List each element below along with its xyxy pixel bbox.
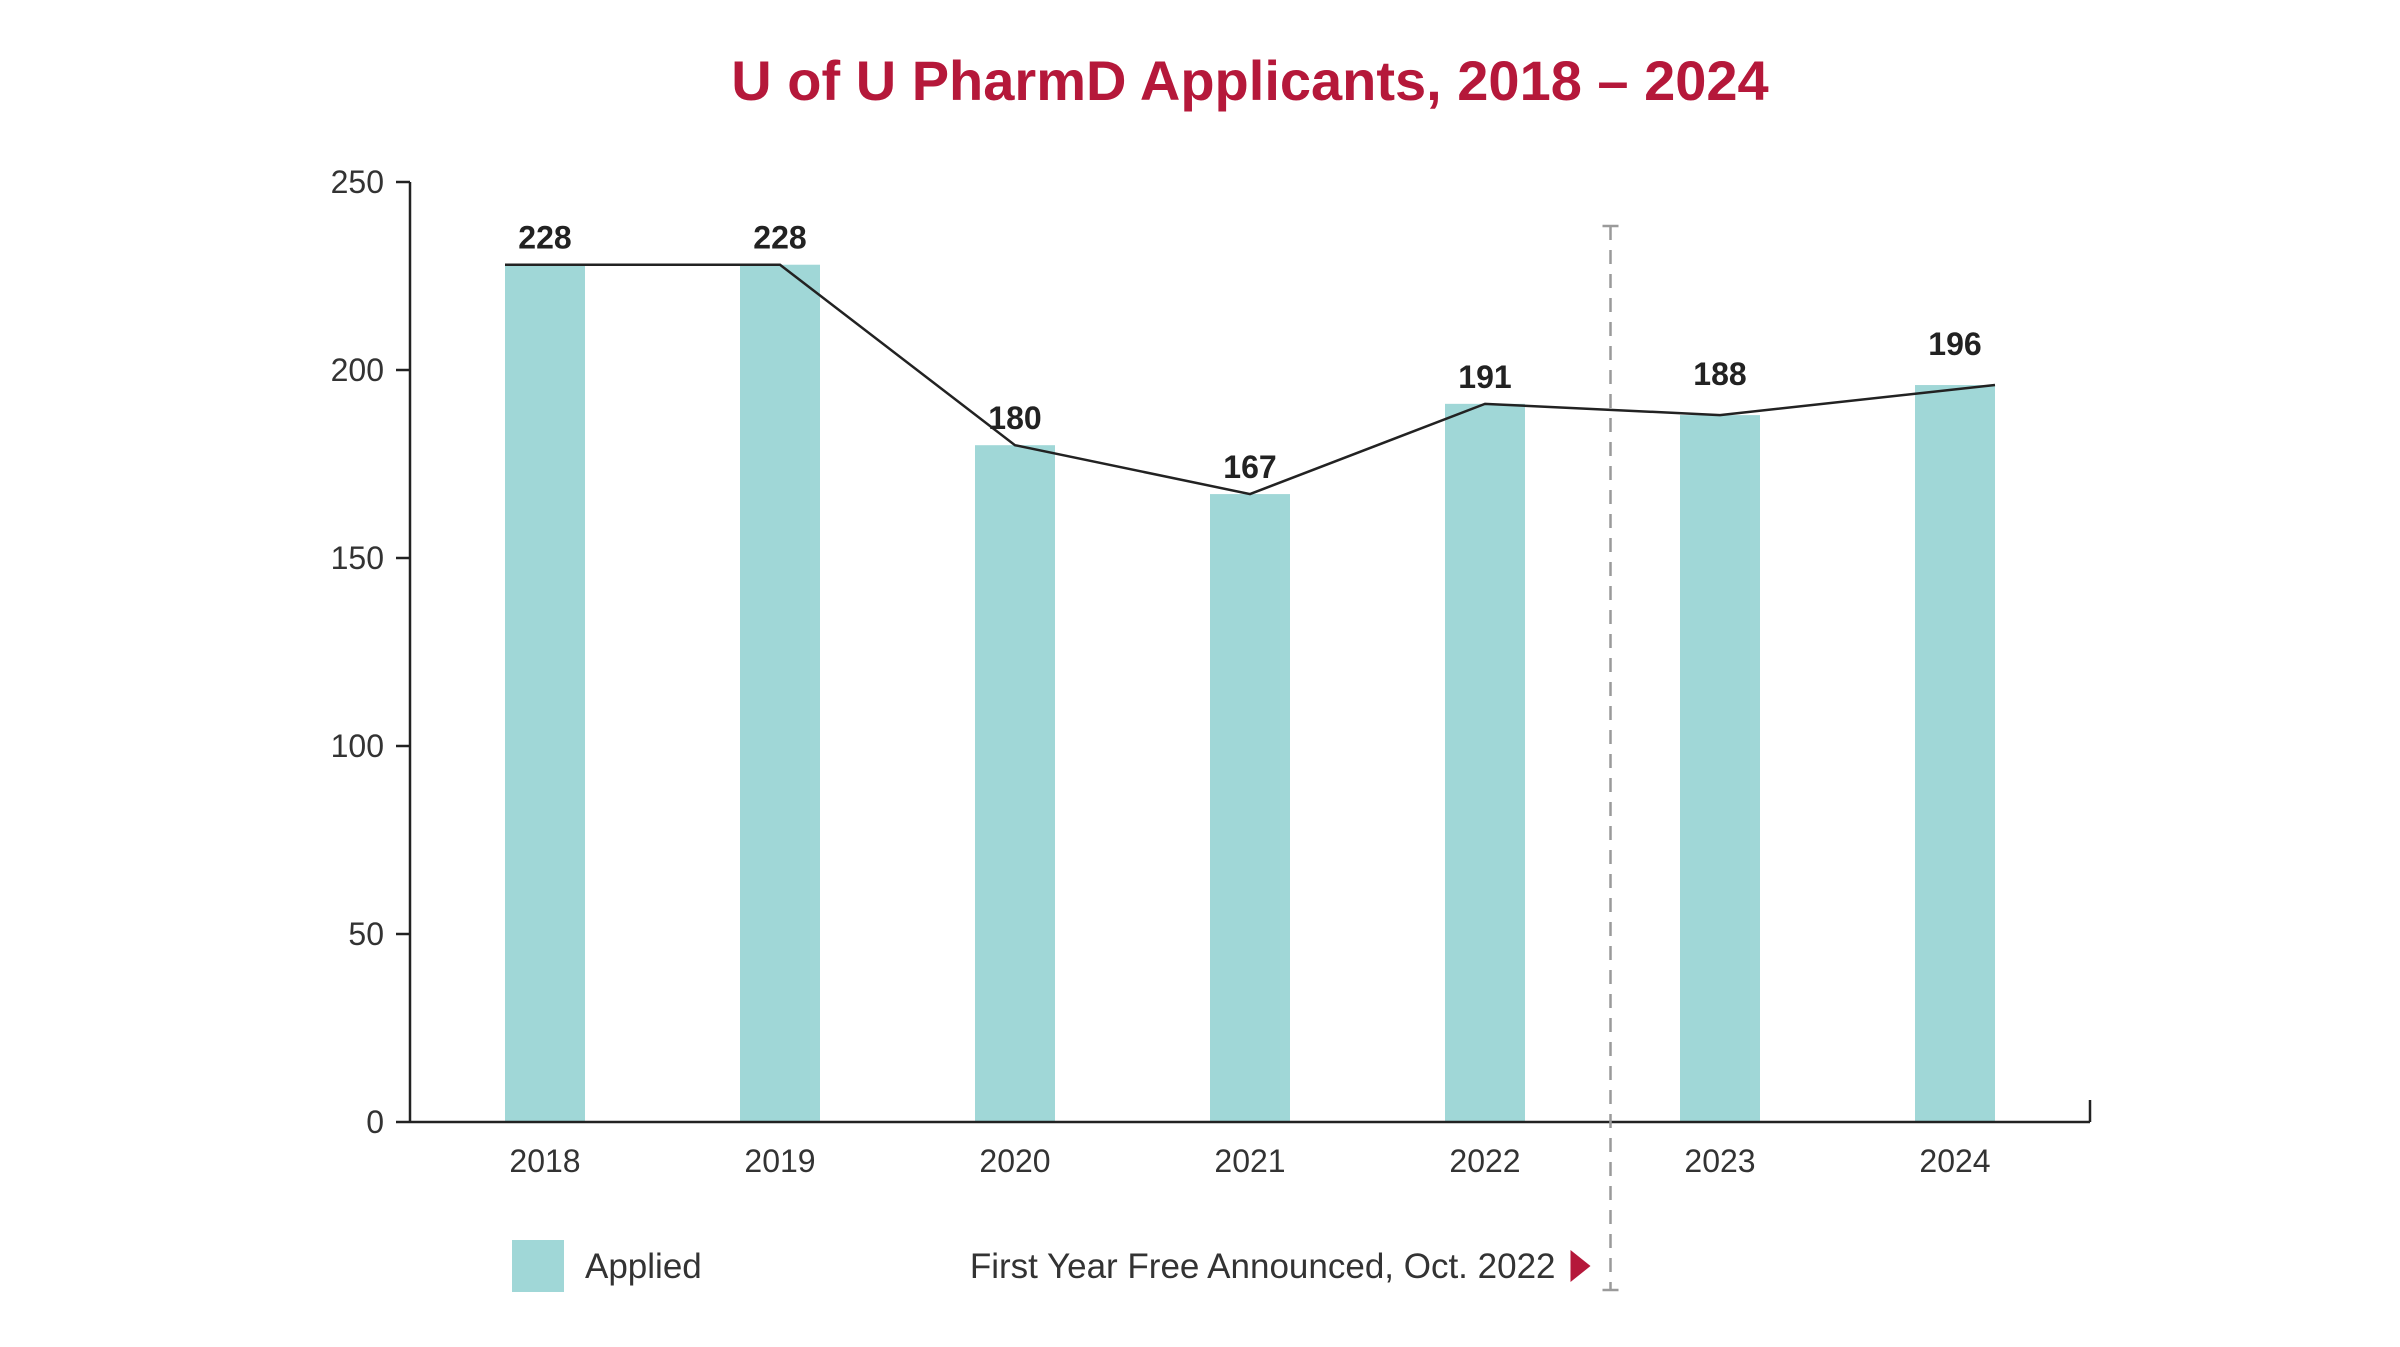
bar-2022 bbox=[1445, 403, 1525, 1123]
y-tick-label-0: 0 bbox=[366, 1104, 384, 1140]
y-tick-label-200: 200 bbox=[331, 352, 384, 388]
x-tick-label-2024: 2024 bbox=[1919, 1143, 1990, 1179]
y-tick-label-50: 50 bbox=[348, 916, 384, 952]
y-axis-ticks: 0 50 100 150 200 250 bbox=[331, 164, 410, 1140]
annotation-group: First Year Free Announced, Oct. 2022 bbox=[970, 224, 1619, 1292]
x-tick-label-2018: 2018 bbox=[509, 1143, 580, 1179]
data-label-2023: 188 bbox=[1693, 356, 1746, 392]
x-tick-label-2019: 2019 bbox=[744, 1143, 815, 1179]
x-tick-label-2022: 2022 bbox=[1449, 1143, 1520, 1179]
bar-2021 bbox=[1210, 494, 1290, 1123]
data-label-2022: 191 bbox=[1458, 359, 1511, 395]
x-axis-ticks: 2018 2019 2020 2021 2022 2023 2024 bbox=[509, 1143, 1990, 1179]
x-tick-label-2021: 2021 bbox=[1214, 1143, 1285, 1179]
x-tick-label-2023: 2023 bbox=[1684, 1143, 1755, 1179]
legend-swatch-applied bbox=[512, 1240, 564, 1292]
line-group bbox=[505, 263, 1996, 496]
y-tick-label-150: 150 bbox=[331, 540, 384, 576]
chart-title: U of U PharmD Applicants, 2018 – 2024 bbox=[731, 49, 1768, 112]
data-label-2019: 228 bbox=[753, 220, 806, 256]
bar-2020 bbox=[975, 445, 1055, 1122]
bars-group bbox=[505, 264, 1995, 1123]
data-label-2018: 228 bbox=[518, 220, 571, 256]
annotation-arrow-icon bbox=[1570, 1250, 1591, 1282]
y-tick-label-250: 250 bbox=[331, 164, 384, 200]
data-label-2021: 167 bbox=[1223, 449, 1276, 485]
annotation-label: First Year Free Announced, Oct. 2022 bbox=[970, 1247, 1556, 1286]
axes-group bbox=[408, 182, 2092, 1124]
bar-2018 bbox=[505, 264, 585, 1123]
bar-2019 bbox=[740, 264, 820, 1123]
bar-2023 bbox=[1680, 415, 1760, 1122]
legend: Applied bbox=[512, 1240, 702, 1292]
data-label-2020: 180 bbox=[988, 400, 1041, 436]
series-line-applied bbox=[505, 263, 1996, 496]
data-labels-group: 228 228 180 167 191 188 196 bbox=[518, 220, 1981, 485]
legend-label-applied: Applied bbox=[585, 1247, 702, 1286]
y-tick-label-100: 100 bbox=[331, 728, 384, 764]
data-label-2024: 196 bbox=[1928, 326, 1981, 362]
bar-2024 bbox=[1915, 385, 1995, 1122]
x-tick-label-2020: 2020 bbox=[979, 1143, 1050, 1179]
